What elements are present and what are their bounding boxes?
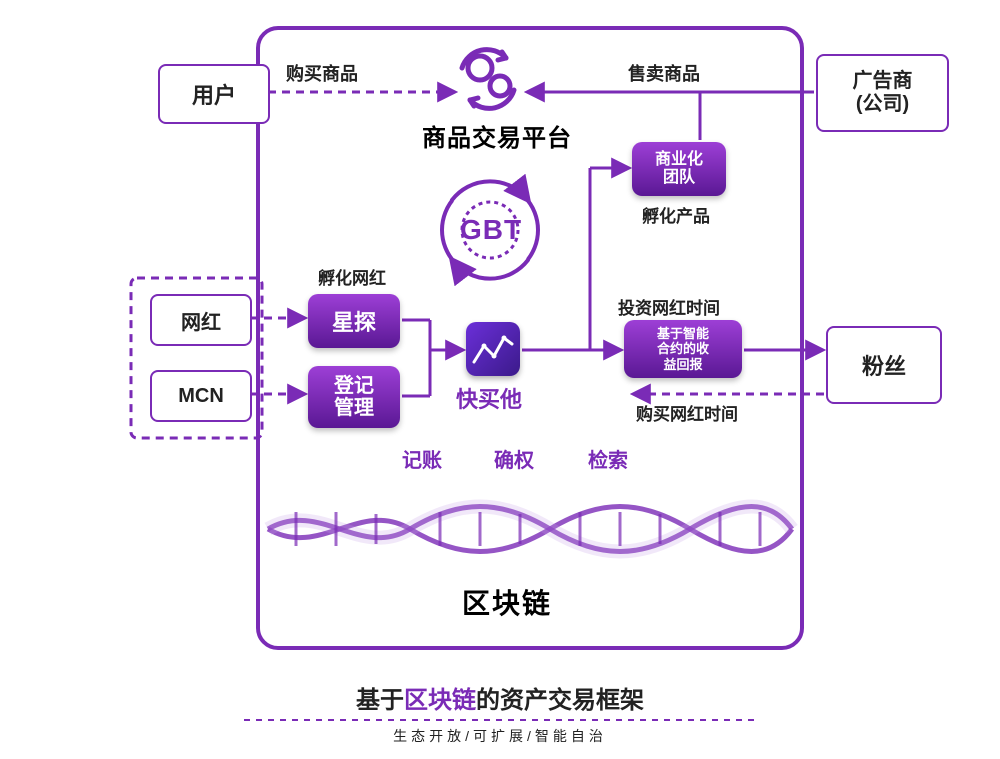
wanghong-box: 网红: [150, 294, 252, 346]
wanghong-label: 网红: [181, 306, 221, 335]
smart-contract-pill: 基于智能 合约的收 益回报: [624, 320, 742, 378]
word-jizhang: 记账: [402, 444, 442, 473]
commercial-team-pill: 商业化 团队: [632, 142, 726, 196]
scout-label: 星探: [332, 305, 376, 337]
advertiser-box: 广告商 (公司): [816, 54, 949, 132]
footer-title-post: 的资产交易框架: [476, 687, 644, 714]
user-label: 用户: [192, 78, 236, 110]
word-quequan: 确权: [494, 444, 534, 473]
buy-goods-label: 购买商品: [286, 60, 358, 86]
kuaimaita-icon: [466, 322, 520, 376]
footer-sub: 生态开放/可扩展/智能自治: [0, 726, 1000, 746]
fans-box: 粉丝: [826, 326, 942, 404]
manage-label-1: 登记: [334, 375, 374, 397]
manage-label-2: 管理: [334, 397, 374, 419]
smart-contract-label-1: 基于智能: [657, 326, 709, 342]
footer-title-pre: 基于: [356, 687, 404, 714]
invest-label: 投资网红时间: [618, 294, 720, 319]
incubate-net-label: 孵化网红: [318, 264, 386, 289]
commercial-team-label-2: 团队: [663, 169, 695, 187]
footer-title: 基于区块链的资产交易框架: [0, 680, 1000, 715]
kuaimaita-label: 快买他: [456, 382, 522, 414]
buy-time-label: 购买网红时间: [636, 400, 738, 425]
sell-goods-label: 售卖商品: [628, 60, 700, 86]
smart-contract-label-3: 益回报: [663, 357, 702, 373]
mcn-label: MCN: [178, 385, 224, 408]
incubate-prod-label: 孵化产品: [642, 202, 710, 227]
advertiser-label-1: 广告商: [853, 70, 913, 93]
mcn-box: MCN: [150, 370, 252, 422]
blockchain-heading: 区块链: [462, 582, 552, 622]
diagram-canvas: 用户 广告商 (公司) 网红 MCN 粉丝 购买商品 售卖商品 商品交易平台 G…: [0, 0, 1000, 759]
user-box: 用户: [158, 64, 270, 124]
fans-label: 粉丝: [862, 349, 906, 381]
footer-title-key: 区块链: [404, 687, 476, 714]
manage-pill: 登记 管理: [308, 366, 400, 428]
commercial-team-label-1: 商业化: [655, 151, 703, 169]
advertiser-label-2: (公司): [856, 93, 909, 116]
word-jiansuo: 检索: [588, 444, 628, 473]
scout-pill: 星探: [308, 294, 400, 348]
gbt-text: GBT: [460, 214, 522, 246]
platform-heading: 商品交易平台: [422, 118, 572, 153]
smart-contract-label-2: 合约的收: [657, 341, 709, 357]
